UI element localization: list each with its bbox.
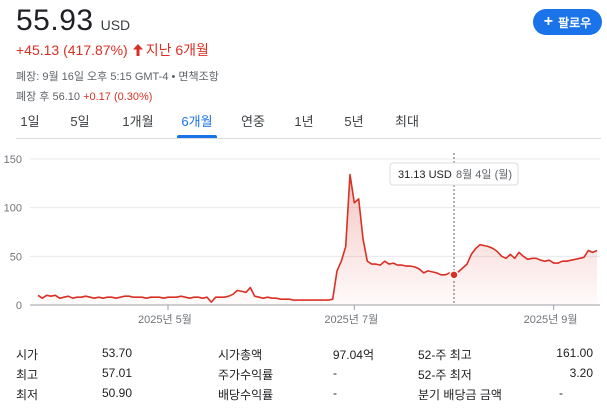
x-tick-label: 2025년 9월 [524,313,578,326]
follow-button-label: 팔로우 [558,15,592,30]
change-value: +45.13 (417.87%) [16,42,128,58]
y-tick-label: 0 [16,300,22,312]
stat-value-52w-low: 3.20 [569,366,593,380]
y-tick-label: 100 [4,203,22,215]
stat-value-pe-ratio: - [333,366,337,380]
after-hours-info: 폐장 후 56.10 +0.17 (0.30%) [16,88,152,104]
plus-icon: + [543,13,554,30]
tab-1d[interactable]: 1일 [20,114,40,129]
stat-label-dividend-yield: 배당수익률 [218,388,274,402]
stat-value-low: 50.90 [101,386,132,400]
tab-ytd[interactable]: 연중 [241,114,265,129]
close-info: 폐장: 9월 16일 오후 5:15 GMT-4 • 면책조항 [16,71,219,83]
stat-label-low: 최저 [16,388,39,402]
x-tick-label: 2025년 7월 [324,313,378,326]
price-header: 55.93 USD [16,2,130,38]
after-hours-label: 폐장 후 56.10 [16,91,80,103]
range-tabs: 1일 5일 1개월 6개월 연중 1년 5년 최대 [0,112,607,138]
stat-value-market-cap: 97.04억 [332,348,374,362]
stat-value-52w-high: 161.00 [556,346,593,360]
tab-5y[interactable]: 5년 [344,114,364,129]
stat-label-high: 최고 [16,368,39,382]
stat-label-52w-high: 52-주 최고 [418,348,472,362]
y-tick-label: 150 [4,154,22,166]
price-chart[interactable]: 0 50 100 150 2025년 5월 2025년 7월 2025년 9월 31.13 U… [0,145,607,335]
tab-1m[interactable]: 1개월 [122,114,154,129]
stat-label-market-cap: 시가총액 [218,348,263,362]
y-tick-label: 50 [10,251,22,263]
tooltip-date: 8월 4일 (월) [456,167,512,181]
arrow-up-icon [132,44,143,56]
current-price: 55.93 [16,4,94,37]
tab-5d[interactable]: 5일 [70,114,90,129]
stat-label-pe-ratio: 주가수익률 [218,368,274,382]
after-hours-change: +0.17 (0.30%) [83,91,153,103]
x-tick-label: 2025년 5월 [138,313,192,326]
currency-label: USD [100,17,131,33]
stat-value-dividend-yield: - [333,386,337,400]
stat-value-high: 57.01 [101,366,132,380]
stat-label-quarterly-dividend: 분기 배당금 금액 [418,388,502,402]
price-change: +45.13 (417.87%) 지난 6개월 [16,40,209,60]
stat-label-open: 시가 [16,348,39,362]
change-period: 지난 6개월 [145,42,209,58]
tab-1y[interactable]: 1년 [294,114,314,129]
tooltip-box [389,162,519,186]
series-line [37,173,598,303]
stat-label-52w-low: 52-주 최저 [418,368,472,382]
stat-value-quarterly-dividend: - [559,386,563,400]
stat-value-open: 53.70 [101,346,132,360]
hover-point [449,270,459,280]
tab-max[interactable]: 최대 [395,114,419,129]
tooltip-price: 31.13 USD [398,169,452,181]
tab-6m[interactable]: 6개월 [177,112,217,138]
series-area [38,174,597,305]
follow-button[interactable]: + 팔로우 [533,9,602,35]
tabs-divider [16,138,601,139]
